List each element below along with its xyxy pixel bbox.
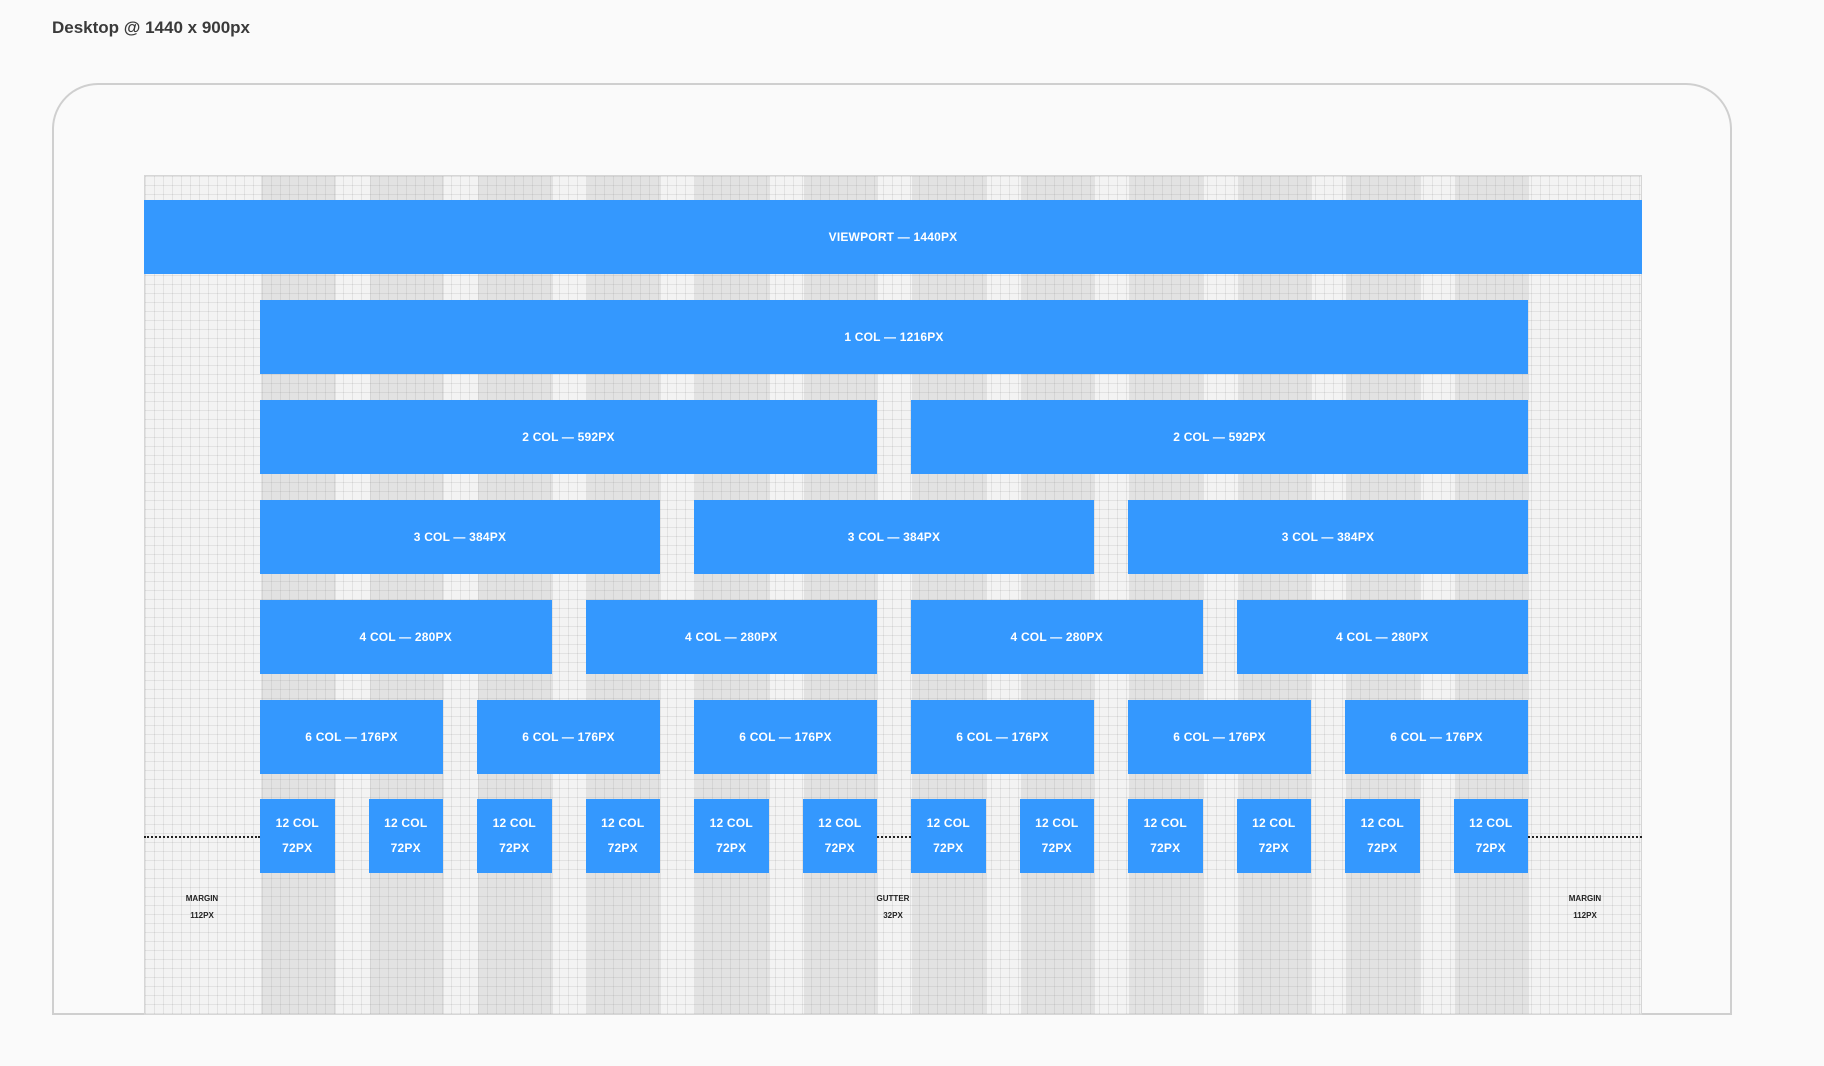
col12-label: 12 COL bbox=[926, 816, 970, 830]
col12-block: 12 COL 72PX bbox=[911, 799, 986, 873]
col12-block: 12 COL 72PX bbox=[368, 799, 443, 873]
margin-right-value: 112PX bbox=[1573, 911, 1597, 920]
col12-block: 12 COL 72PX bbox=[694, 799, 769, 873]
col2-block: 2 COL — 592PX bbox=[260, 400, 877, 474]
col12-label: 12 COL bbox=[709, 816, 753, 830]
col12-block: 12 COL 72PX bbox=[802, 799, 877, 873]
col6-block: 6 COL — 176PX bbox=[694, 700, 877, 774]
col6-block: 6 COL — 176PX bbox=[1345, 700, 1528, 774]
col6-block: 6 COL — 176PX bbox=[1128, 700, 1311, 774]
col12-label: 12 COL bbox=[1252, 816, 1296, 830]
col12-block: 12 COL 72PX bbox=[1236, 799, 1311, 873]
col4-block: 4 COL — 280PX bbox=[1236, 600, 1528, 674]
margin-left-annotation: MARGIN 112PX bbox=[172, 890, 232, 924]
col12-label: 12 COL bbox=[1360, 816, 1404, 830]
col12-label: 12 COL bbox=[1143, 816, 1187, 830]
col12-block: 12 COL 72PX bbox=[1019, 799, 1094, 873]
gutter-guide bbox=[877, 836, 911, 838]
col12-block: 12 COL 72PX bbox=[260, 799, 335, 873]
col12-width: 72PX bbox=[1041, 841, 1072, 855]
col12-block: 12 COL 72PX bbox=[585, 799, 660, 873]
col12-width: 72PX bbox=[607, 841, 638, 855]
col12-block: 12 COL 72PX bbox=[1345, 799, 1420, 873]
col12-label: 12 COL bbox=[384, 816, 428, 830]
col6-block: 6 COL — 176PX bbox=[477, 700, 660, 774]
margin-left-label: MARGIN bbox=[185, 894, 219, 903]
col12-label: 12 COL bbox=[601, 816, 645, 830]
col12-width: 72PX bbox=[1367, 841, 1398, 855]
gutter-annotation: GUTTER 32PX bbox=[863, 890, 923, 924]
margin-guide-right bbox=[1528, 836, 1642, 838]
col12-label: 12 COL bbox=[1035, 816, 1079, 830]
viewport-block: VIEWPORT — 1440PX bbox=[144, 200, 1642, 274]
col12-width: 72PX bbox=[1475, 841, 1506, 855]
col12-width: 72PX bbox=[824, 841, 855, 855]
margin-right-annotation: MARGIN 112PX bbox=[1555, 890, 1615, 924]
col3-block: 3 COL — 384PX bbox=[1128, 500, 1528, 574]
col12-block: 12 COL 72PX bbox=[1453, 799, 1528, 873]
col12-label: 12 COL bbox=[275, 816, 319, 830]
page-title: Desktop @ 1440 x 900px bbox=[52, 18, 251, 37]
margin-guide-left bbox=[144, 836, 260, 838]
col12-label: 12 COL bbox=[818, 816, 862, 830]
col12-width: 72PX bbox=[1150, 841, 1181, 855]
col12-block: 12 COL 72PX bbox=[1128, 799, 1203, 873]
col12-label: 12 COL bbox=[492, 816, 536, 830]
col6-block: 6 COL — 176PX bbox=[260, 700, 443, 774]
col1-block: 1 COL — 1216PX bbox=[260, 300, 1528, 374]
col6-block: 6 COL — 176PX bbox=[911, 700, 1094, 774]
col4-block: 4 COL — 280PX bbox=[260, 600, 552, 674]
col12-width: 72PX bbox=[499, 841, 530, 855]
col12-width: 72PX bbox=[390, 841, 421, 855]
col12-width: 72PX bbox=[1258, 841, 1289, 855]
col12-width: 72PX bbox=[933, 841, 964, 855]
col4-block: 4 COL — 280PX bbox=[585, 600, 877, 674]
col12-block: 12 COL 72PX bbox=[477, 799, 552, 873]
col12-label: 12 COL bbox=[1469, 816, 1513, 830]
col2-block: 2 COL — 592PX bbox=[911, 400, 1528, 474]
gutter-label: GUTTER bbox=[876, 894, 910, 903]
col3-block: 3 COL — 384PX bbox=[260, 500, 660, 574]
col12-width: 72PX bbox=[716, 841, 747, 855]
col4-block: 4 COL — 280PX bbox=[911, 600, 1203, 674]
margin-right-label: MARGIN bbox=[1568, 894, 1602, 903]
col12-width: 72PX bbox=[282, 841, 313, 855]
margin-left-value: 112PX bbox=[190, 911, 214, 920]
gutter-value: 32PX bbox=[883, 911, 903, 920]
col3-block: 3 COL — 384PX bbox=[694, 500, 1094, 574]
